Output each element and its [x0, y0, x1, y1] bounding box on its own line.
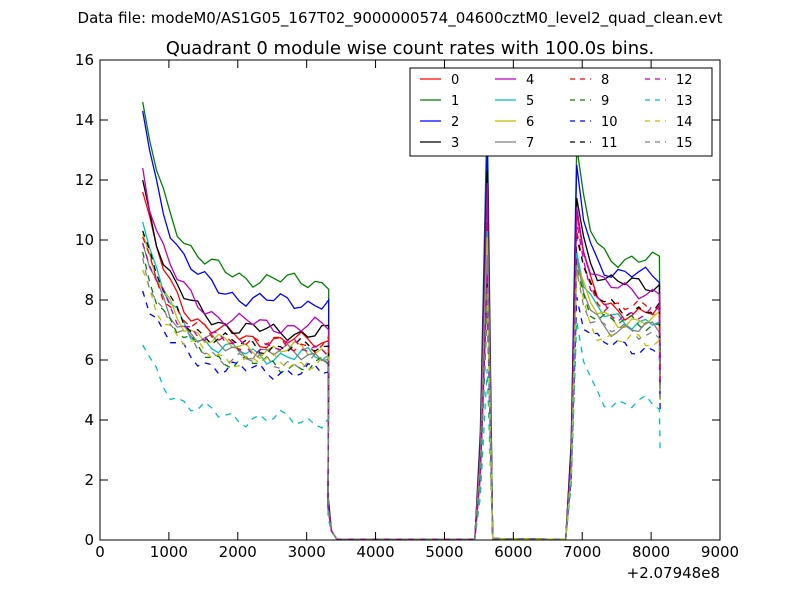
series-line-0	[142, 191, 661, 541]
legend-label-8: 8	[601, 73, 609, 88]
y-tick-label: 4	[84, 411, 94, 429]
legend-label-6: 6	[526, 115, 534, 130]
legend-label-4: 4	[526, 73, 534, 88]
legend-label-15: 15	[676, 136, 693, 151]
legend-label-7: 7	[526, 136, 534, 151]
x-tick-label: 8000	[632, 543, 670, 561]
legend-label-0: 0	[451, 73, 459, 88]
legend-label-2: 2	[451, 115, 459, 130]
y-tick-label: 0	[84, 531, 94, 549]
series-line-5	[142, 221, 661, 541]
y-tick-label: 16	[75, 51, 94, 69]
x-tick-label: 4000	[356, 543, 394, 561]
series-line-15	[142, 257, 661, 541]
series-line-1	[142, 101, 661, 541]
legend-label-13: 13	[676, 94, 693, 109]
legend-label-1: 1	[451, 94, 459, 109]
series-line-7	[142, 242, 661, 541]
series-line-4	[142, 167, 661, 541]
legend-label-5: 5	[526, 94, 534, 109]
y-tick-label: 8	[84, 291, 94, 309]
axis-ticks: 0 1000 2000 3000 4000 5000 6000 7000 8000 9000 0 2 4…	[75, 51, 739, 561]
legend-label-14: 14	[676, 115, 693, 130]
series-line-9	[142, 251, 661, 541]
series-line-6	[142, 233, 661, 541]
legend-label-3: 3	[451, 136, 459, 151]
series-lines	[142, 101, 661, 541]
x-tick-label: 3000	[288, 543, 326, 561]
x-tick-label: 1000	[150, 543, 188, 561]
series-line-2	[142, 110, 661, 541]
series-line-12	[142, 221, 661, 541]
y-tick-label: 12	[75, 171, 94, 189]
x-tick-label: 5000	[425, 543, 463, 561]
chart-title: Quadrant 0 module wise count rates with …	[166, 38, 655, 59]
x-offset-label: +2.07948e8	[627, 564, 720, 582]
y-tick-label: 14	[75, 111, 94, 129]
x-tick-label: 2000	[219, 543, 257, 561]
legend-label-9: 9	[601, 94, 609, 109]
series-line-11	[142, 230, 661, 541]
series-line-8	[142, 230, 661, 541]
series-line-13	[142, 320, 661, 541]
x-tick-label: 9000	[701, 543, 739, 561]
x-tick-label: 0	[95, 543, 105, 561]
x-tick-label: 6000	[494, 543, 532, 561]
y-tick-label: 10	[75, 231, 94, 249]
legend-box	[409, 67, 713, 157]
figure-suptitle: Data file: modeM0/AS1G05_167T02_90000005…	[77, 9, 723, 27]
x-tick-label: 7000	[563, 543, 601, 561]
legend-label-10: 10	[601, 115, 618, 130]
series-line-14	[142, 269, 661, 541]
legend-label-11: 11	[601, 136, 618, 151]
series-line-3	[142, 170, 661, 541]
y-tick-label: 6	[84, 351, 94, 369]
legend-label-12: 12	[676, 73, 693, 88]
y-tick-label: 2	[84, 471, 94, 489]
